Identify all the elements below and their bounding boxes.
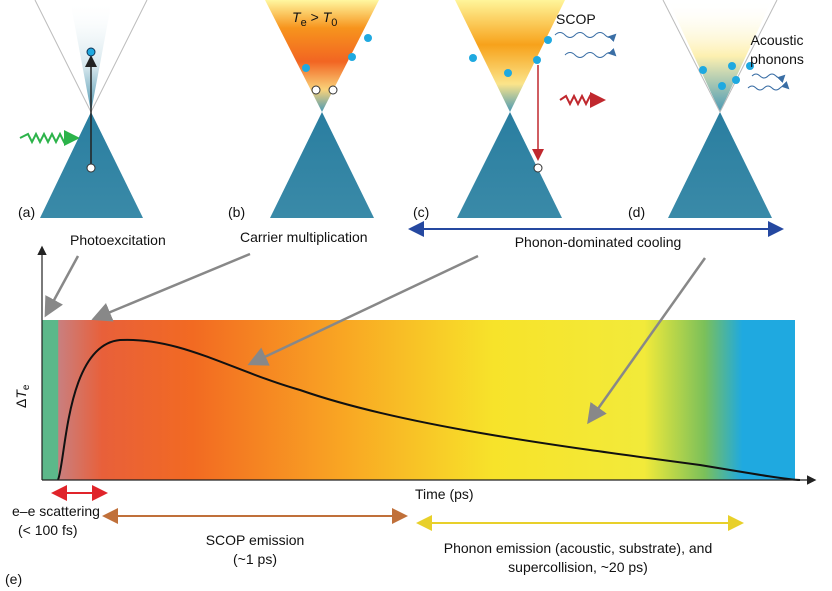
caption: Carrier multiplication [240, 229, 368, 245]
panel-label: (b) [228, 204, 245, 220]
regime-label: SCOP emission [206, 532, 305, 548]
panel-label: (e) [5, 571, 22, 587]
regime-label: supercollision, ~20 ps) [508, 559, 648, 575]
y-axis-label: ΔTe [13, 384, 32, 408]
annotation: Acoustic [751, 32, 804, 48]
regime-label: Phonon emission (acoustic, substrate), a… [444, 540, 712, 556]
panel-label: (d) [628, 204, 645, 220]
panel-label: (a) [18, 204, 35, 220]
caption: Photoexcitation [70, 232, 166, 248]
cone-c [455, 0, 615, 218]
subscript: 0 [331, 17, 337, 29]
panel-label: (c) [413, 204, 429, 220]
cone-b [265, 0, 379, 218]
x-axis-label: Time (ps) [415, 486, 474, 502]
cone-a [20, 0, 147, 218]
regime-label: (~1 ps) [233, 551, 277, 567]
caption: Phonon-dominated cooling [515, 234, 682, 250]
figure: (a) (b) (c) (d) Te > T0 SCOP Acoustic ph… [0, 0, 832, 591]
symbol: Δ [13, 399, 29, 408]
subscript: e [21, 384, 32, 390]
annotation: SCOP [556, 11, 596, 27]
annotation: phonons [750, 51, 804, 67]
operator: > [307, 9, 323, 25]
regime-label: e–e scattering [12, 503, 100, 519]
regime-label: (< 100 fs) [18, 522, 78, 538]
temperature-band [42, 320, 795, 480]
